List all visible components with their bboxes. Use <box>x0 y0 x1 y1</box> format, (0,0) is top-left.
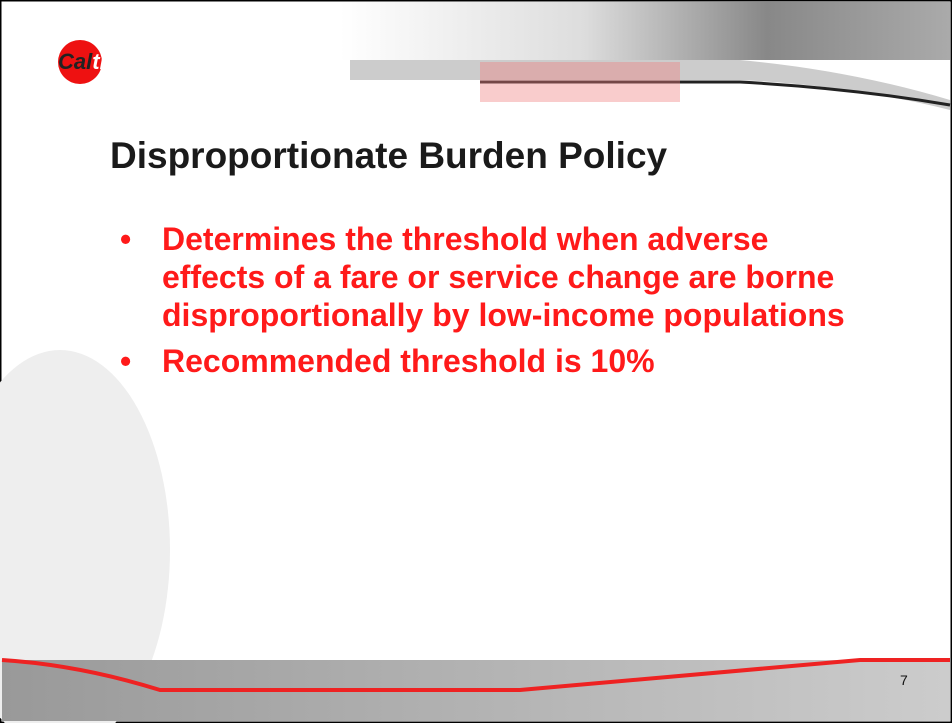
bullet: Recommended threshold is 10% <box>120 342 880 380</box>
bullet: Determines the threshold when adverse ef… <box>120 220 880 334</box>
slide-title: Disproportionate Burden Policy <box>110 135 667 177</box>
page-number: 7 <box>900 672 908 688</box>
logo-text: Cal <box>58 49 92 74</box>
logo-text: train <box>92 49 140 74</box>
bullet-list: Determines the threshold when adverse ef… <box>120 220 880 388</box>
logo: Caltrain <box>58 49 140 75</box>
slide: Caltrain Disproportionate Burden Policy … <box>0 0 952 723</box>
